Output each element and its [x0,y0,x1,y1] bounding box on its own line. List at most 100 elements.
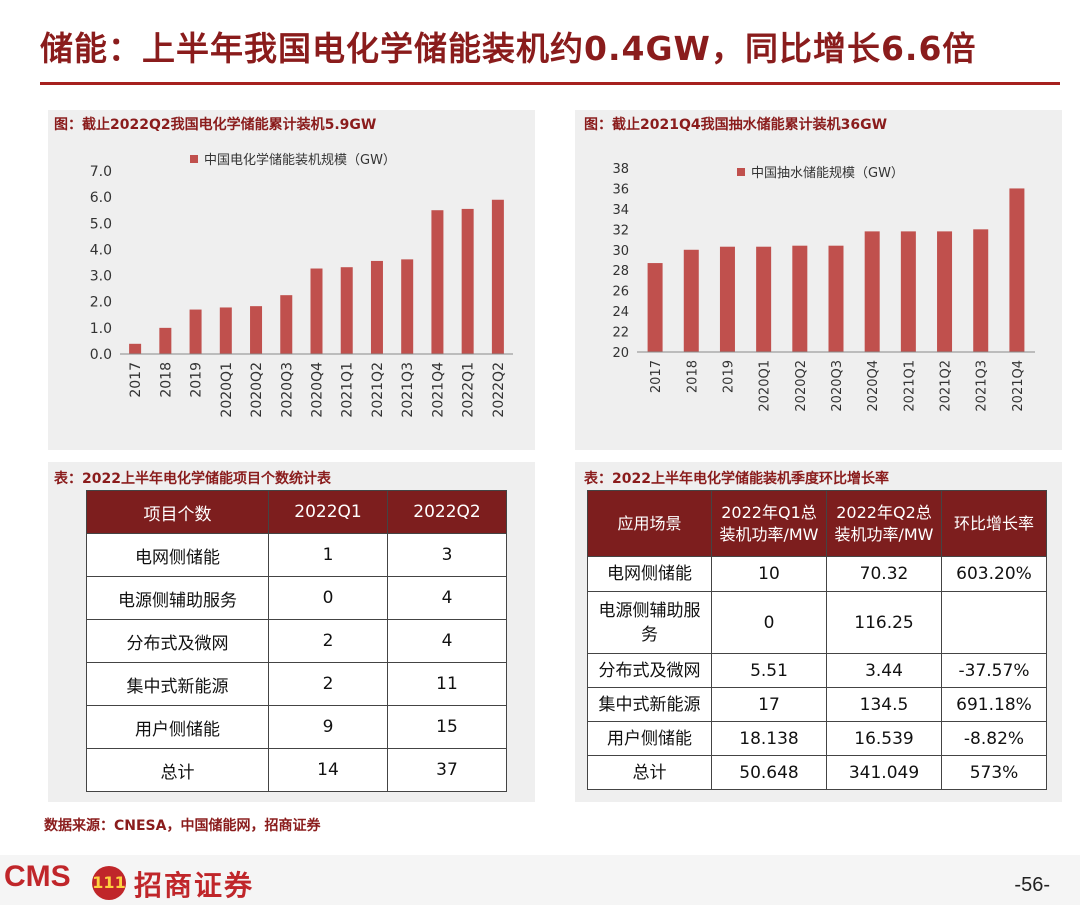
table2-cell: 电网侧储能 [587,556,712,592]
x-tick-label: 2019 [189,362,205,398]
table2-cell: -37.57% [941,653,1047,688]
table2: 应用场景 2022年Q1总装机功率/MW 2022年Q2总装机功率/MW 环比增… [587,490,1047,790]
bar [756,246,772,352]
table1-header-cell: 2022Q1 [268,490,388,534]
x-tick-label: 2017 [649,360,664,393]
page-title: 储能：上半年我国电化学储能装机约0.4GW，同比增长6.6倍 [40,29,977,68]
bar [647,263,663,352]
table1-cell: 11 [387,662,507,706]
table2-cell: 691.18% [941,687,1047,722]
bar [828,245,844,352]
table1-cell: 4 [387,619,507,663]
bar [491,199,504,354]
bar [719,246,735,352]
bar [129,343,142,354]
table2-header-cell: 应用场景 [587,490,712,557]
table2-cell: 116.25 [826,591,942,654]
bar [370,260,383,354]
bar [340,267,353,354]
x-tick-label: 2017 [128,362,144,398]
x-tick-label: 2021Q1 [340,362,356,418]
x-tick-label: 2021Q3 [975,360,990,412]
table1-row: 分布式及微网 2 4 [86,619,507,663]
table1: 项目个数 2022Q1 2022Q2 电网侧储能 1 3 电源侧辅助服务 0 4… [86,490,507,792]
x-tick-label: 2020Q2 [794,360,809,412]
bar [973,229,989,352]
table2-row: 用户侧储能 18.138 16.539 -8.82% [587,721,1047,756]
table1-cell: 集中式新能源 [86,662,269,706]
table1-cell: 37 [387,748,507,792]
y-tick-label: 28 [612,264,629,279]
table2-header-row: 应用场景 2022年Q1总装机功率/MW 2022年Q2总装机功率/MW 环比增… [587,490,1047,557]
y-tick-label: 34 [612,203,629,218]
chart2-svg: 20 22 24 26 28 30 32 34 36 38 2017 2018 2019 2020Q1 20… [612,162,1035,412]
y-tick-label: 1.0 [90,321,112,337]
table2-row: 分布式及微网 5.51 3.44 -37.57% [587,653,1047,688]
x-tick-label: 2021Q1 [902,360,917,412]
x-tick-label: 2021Q2 [370,362,386,418]
chart1-caption: 图：截止2022Q2我国电化学储能累计装机5.9GW [54,117,377,133]
bar [900,231,916,352]
table2-cell: 573% [941,755,1047,790]
table1-row: 总计 14 37 [86,748,507,792]
table2-cell: 18.138 [711,721,827,756]
legend-label: 中国电化学储能装机规模（GW） [204,152,396,168]
y-tick-label: 4.0 [90,242,112,258]
table2-cell [941,591,1047,654]
y-tick-label: 5.0 [90,216,112,232]
y-tick-label: 6.0 [90,190,112,206]
x-tick-label: 2018 [685,360,700,393]
x-tick-label: 2022Q1 [461,362,477,418]
table2-cell: 16.539 [826,721,942,756]
bar [189,309,202,354]
table1-cell: 总计 [86,748,269,792]
y-tick-label: 20 [612,346,629,361]
legend-swatch [737,168,745,176]
legend-swatch [190,155,198,163]
y-tick-label: 36 [612,182,629,197]
bar [431,210,444,354]
x-tick-label: 2020Q3 [279,362,295,418]
table2-cell: 70.32 [826,556,942,592]
table1-cell: 2 [268,662,388,706]
table2-row: 电源侧辅助服务 0 116.25 [587,591,1047,654]
table2-cell: 17 [711,687,827,722]
y-tick-label: 0.0 [90,347,112,363]
x-tick-label: 2020Q1 [758,360,773,412]
bar [937,231,953,352]
table1-header-cell: 2022Q2 [387,490,507,534]
table2-cell: 134.5 [826,687,942,722]
x-tick-label: 2021Q4 [430,362,446,418]
y-tick-label: 26 [612,285,629,300]
y-tick-label: 38 [612,162,629,177]
table2-header-cell: 2022年Q2总装机功率/MW [826,490,942,557]
table2-cell: 603.20% [941,556,1047,592]
table1-row: 电网侧储能 1 3 [86,533,507,577]
x-tick-label: 2020Q4 [310,362,326,418]
y-tick-label: 30 [612,244,629,259]
y-tick-label: 7.0 [90,164,112,180]
table2-cell: 5.51 [711,653,827,688]
company-logo-seal: 111 [92,866,126,900]
table2-row: 电网侧储能 10 70.32 603.20% [587,556,1047,592]
table1-cell: 电源侧辅助服务 [86,576,269,620]
x-tick-label: 2022Q2 [491,362,507,418]
y-tick-label: 22 [612,326,629,341]
table1-row: 集中式新能源 2 11 [86,662,507,706]
x-tick-label: 2021Q3 [400,362,416,418]
table2-cell: 50.648 [711,755,827,790]
table2-row: 集中式新能源 17 134.5 691.18% [587,687,1047,722]
bar [683,249,699,352]
table1-cell: 0 [268,576,388,620]
bar [280,295,293,354]
company-logo-name: 招商证券 [134,869,255,902]
chart1-panel [48,110,535,450]
table2-cell: 集中式新能源 [587,687,712,722]
bar [310,268,323,354]
table1-cell: 分布式及微网 [86,619,269,663]
table1-caption: 表：2022上半年电化学储能项目个数统计表 [54,471,331,487]
data-source-note: 数据来源：CNESA，中国储能网，招商证券 [44,818,321,834]
table2-row: 总计 50.648 341.049 573% [587,755,1047,790]
y-tick-label: 3.0 [90,269,112,285]
table1-cell: 1 [268,533,388,577]
